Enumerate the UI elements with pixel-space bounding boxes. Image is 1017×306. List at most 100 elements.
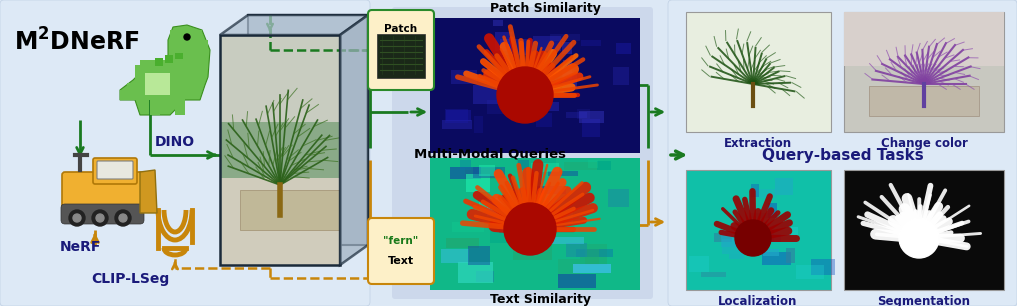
Bar: [170, 50, 188, 70]
FancyBboxPatch shape: [368, 10, 434, 90]
Text: CLIP-LSeg: CLIP-LSeg: [91, 272, 169, 286]
Bar: [562, 42, 572, 54]
Bar: [549, 102, 559, 111]
Bar: [765, 234, 781, 242]
Bar: [796, 265, 824, 279]
Bar: [558, 274, 596, 288]
Bar: [476, 271, 494, 282]
Bar: [533, 36, 561, 51]
Text: Segmentation: Segmentation: [878, 295, 970, 306]
Circle shape: [92, 210, 108, 226]
Circle shape: [504, 203, 556, 255]
Bar: [844, 12, 1004, 66]
Bar: [550, 34, 580, 41]
Text: DINO: DINO: [155, 135, 195, 149]
Bar: [558, 259, 580, 280]
Bar: [441, 249, 469, 263]
Bar: [518, 160, 529, 170]
Polygon shape: [220, 15, 368, 35]
Bar: [474, 116, 483, 133]
Text: Patch Similarity: Patch Similarity: [489, 2, 600, 15]
FancyBboxPatch shape: [61, 204, 144, 224]
Bar: [576, 249, 613, 257]
Bar: [547, 237, 584, 244]
Bar: [479, 165, 495, 176]
Bar: [430, 158, 640, 290]
Bar: [844, 170, 1004, 290]
Bar: [183, 77, 195, 85]
Bar: [686, 170, 831, 290]
Bar: [445, 109, 468, 123]
Bar: [175, 97, 185, 115]
Bar: [220, 177, 340, 265]
Bar: [613, 67, 629, 85]
Circle shape: [899, 218, 939, 258]
Bar: [722, 239, 743, 254]
Bar: [582, 119, 600, 137]
Polygon shape: [340, 15, 368, 265]
Bar: [536, 113, 552, 127]
Text: Change color: Change color: [881, 137, 967, 150]
Bar: [446, 110, 471, 121]
Bar: [170, 30, 202, 52]
Bar: [517, 104, 529, 122]
Polygon shape: [120, 25, 210, 115]
Bar: [493, 20, 503, 26]
Bar: [446, 238, 479, 248]
Circle shape: [497, 67, 553, 123]
Bar: [762, 252, 791, 265]
Bar: [145, 73, 170, 95]
Bar: [452, 222, 484, 232]
Bar: [750, 189, 776, 198]
Bar: [729, 254, 744, 259]
Bar: [686, 12, 831, 132]
Bar: [597, 161, 611, 170]
Bar: [531, 163, 559, 172]
Bar: [430, 18, 640, 153]
Polygon shape: [248, 15, 368, 245]
FancyBboxPatch shape: [392, 7, 653, 299]
Circle shape: [119, 214, 127, 222]
Bar: [458, 262, 493, 283]
Bar: [768, 203, 777, 218]
Bar: [479, 199, 497, 210]
Text: Localization: Localization: [718, 295, 797, 306]
FancyBboxPatch shape: [62, 172, 143, 216]
Text: "fern": "fern": [383, 236, 419, 246]
Bar: [751, 184, 759, 197]
Bar: [811, 259, 835, 275]
Bar: [513, 242, 552, 260]
FancyBboxPatch shape: [668, 0, 1017, 306]
Bar: [556, 67, 574, 78]
Bar: [377, 34, 425, 78]
FancyBboxPatch shape: [93, 158, 137, 184]
Circle shape: [184, 34, 190, 40]
Bar: [532, 186, 566, 194]
Bar: [533, 71, 553, 79]
Text: $\mathbf{M^2DNeRF}$: $\mathbf{M^2DNeRF}$: [14, 28, 139, 55]
Bar: [473, 85, 499, 104]
Bar: [714, 233, 732, 242]
Bar: [755, 226, 763, 231]
Circle shape: [73, 214, 81, 222]
Circle shape: [96, 214, 104, 222]
Bar: [450, 167, 481, 179]
Bar: [701, 272, 726, 277]
Bar: [451, 70, 477, 84]
Bar: [775, 178, 793, 195]
Bar: [220, 35, 340, 265]
Bar: [721, 230, 747, 247]
Bar: [844, 12, 1004, 132]
Circle shape: [69, 210, 85, 226]
Bar: [135, 65, 185, 100]
Bar: [754, 224, 766, 234]
Bar: [548, 171, 578, 176]
Bar: [749, 213, 770, 218]
Bar: [573, 264, 611, 273]
Bar: [562, 72, 577, 88]
Bar: [120, 90, 135, 100]
Bar: [466, 174, 490, 192]
Bar: [175, 53, 183, 59]
Text: Multi-Modal Queries: Multi-Modal Queries: [414, 147, 566, 161]
Bar: [155, 58, 163, 66]
